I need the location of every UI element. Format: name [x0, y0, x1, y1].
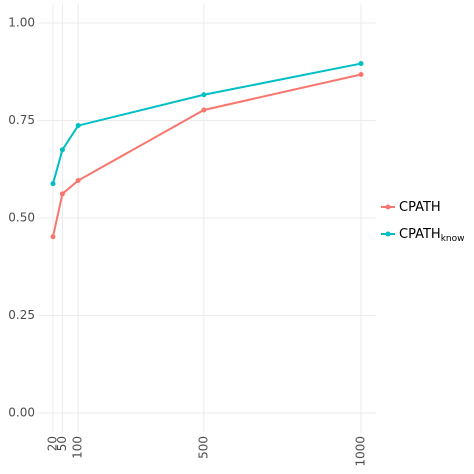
x-tick-label: 50 [55, 436, 69, 451]
y-tick-label: 0.50 [8, 211, 35, 225]
y-tick-label: 1.00 [8, 16, 35, 30]
legend-name: CPATH [399, 200, 441, 215]
point [201, 92, 207, 98]
point [59, 147, 65, 153]
point [50, 234, 56, 240]
point [201, 107, 207, 113]
y-tick-label: 0.25 [8, 308, 35, 322]
y-tick-label: 0.75 [8, 113, 35, 127]
legend-label: CPATHknow [399, 227, 464, 244]
legend-key-point [385, 204, 391, 210]
point [59, 191, 65, 197]
series-line [52, 62, 362, 184]
legend-label: CPATH [399, 200, 441, 215]
series-line [52, 73, 362, 237]
x-tick-label: 1000 [354, 436, 368, 467]
y-tick-label: 0.00 [8, 406, 35, 420]
point [358, 61, 364, 67]
legend-key-point [385, 231, 391, 237]
point [75, 178, 81, 184]
point [75, 123, 81, 129]
grid [37, 3, 377, 433]
x-tick-label: 500 [196, 436, 210, 459]
point [358, 71, 364, 77]
x-tick-label: 100 [71, 436, 85, 459]
legend-subscript: know [441, 234, 465, 244]
legend-name: CPATH [399, 227, 441, 242]
x-tick-label: 20 [46, 436, 60, 451]
point [50, 181, 56, 187]
